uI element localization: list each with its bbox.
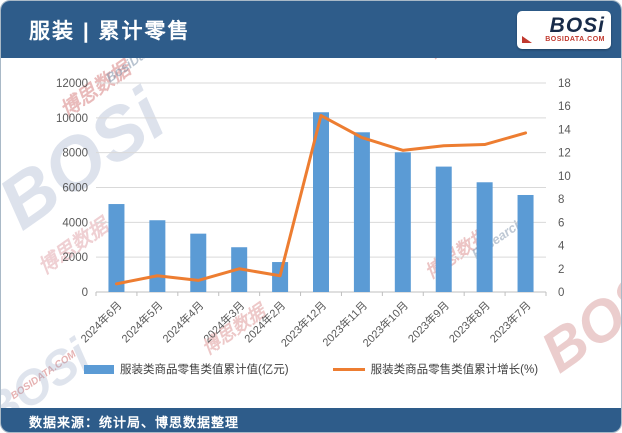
legend-line-label: 服装类商品零售类值累计增长(%) — [370, 364, 539, 376]
bar — [394, 152, 411, 292]
page-title: 服装 | 累计零售 — [29, 19, 191, 43]
bar — [476, 182, 493, 292]
trend-line — [114, 114, 528, 286]
right-axis-tick-label: 18 — [558, 78, 571, 90]
left-axis-tick-label: 8000 — [62, 148, 88, 160]
combo-chart: 0 2000 4000 6000 8000 10000 12000 0 2 4 6 8 10 12 14 16… — [56, 78, 571, 350]
left-axis-tick-label: 10000 — [56, 113, 88, 125]
bar — [108, 204, 125, 292]
bar — [517, 194, 534, 292]
x-axis-label: 2023年9月 — [405, 298, 452, 345]
bar-swatch-icon — [83, 364, 114, 374]
data-source-text: 数据来源：统计局、博思数据整理 — [29, 414, 240, 430]
logo-name: BOSi — [549, 13, 605, 37]
logo-domain: BOSIDATA.COM — [545, 35, 605, 43]
line-swatch-icon — [332, 367, 365, 371]
bar — [313, 112, 329, 292]
right-axis-tick-label: 14 — [558, 124, 571, 136]
bar — [190, 233, 207, 292]
left-axis-tick-label: 0 — [82, 287, 88, 299]
chart-legend: 服装类商品零售类值累计值(亿元) 服装类商品零售类值累计增长(%) — [1, 361, 621, 377]
legend-item-line: 服装类商品零售类值累计增长(%) — [332, 361, 539, 377]
right-axis-tick-label: 6 — [558, 217, 564, 229]
x-axis-label: 2024年6月 — [77, 298, 124, 345]
x-axis-label: 2024年4月 — [159, 298, 206, 345]
bar — [149, 220, 166, 292]
bosi-logo: BOSi BOSIDATA.COM — [517, 10, 611, 49]
x-axis-label: 2024年3月 — [200, 298, 247, 345]
right-axis-tick-label: 8 — [558, 194, 564, 206]
right-axis-tick-label: 16 — [558, 101, 571, 113]
x-axis-label: 2023年8月 — [446, 298, 493, 345]
right-axis-tick-label: 0 — [558, 287, 564, 299]
right-axis-tick-label: 2 — [558, 264, 564, 276]
logo-triangle-icon — [522, 35, 532, 43]
right-axis-tick-label: 12 — [558, 148, 571, 160]
legend-item-bar: 服装类商品零售类值累计值(亿元) — [83, 361, 289, 377]
x-axis-label: 2024年5月 — [118, 298, 165, 345]
right-axis-tick-label: 10 — [558, 171, 571, 183]
header-bar: 服装 | 累计零售 BOSi BOSIDATA.COM — [1, 1, 621, 58]
bar — [353, 132, 370, 292]
left-axis-tick-label: 2000 — [62, 252, 88, 264]
left-axis-tick-label: 12000 — [56, 78, 88, 90]
left-axis-tick-label: 4000 — [62, 217, 88, 229]
bar — [435, 166, 452, 292]
legend-bar-label: 服装类商品零售类值累计值(亿元) — [119, 364, 289, 376]
footer-bar: 数据来源：统计局、博思数据整理 — [1, 408, 621, 432]
x-axis-label: 2023年7月 — [487, 298, 534, 345]
left-axis-tick-label: 6000 — [62, 183, 88, 195]
right-axis-tick-label: 4 — [558, 241, 565, 253]
